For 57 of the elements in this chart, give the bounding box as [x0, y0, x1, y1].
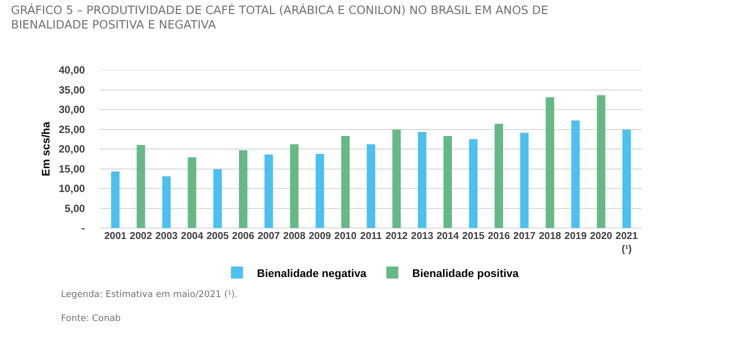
- x-tick-label: 2013: [411, 231, 434, 242]
- bar: [418, 132, 426, 228]
- legend-label: Bienalidade positiva: [412, 268, 520, 280]
- x-tick-label: 2002: [130, 231, 152, 242]
- bar: [213, 169, 222, 228]
- x-tick-label: 2001: [104, 231, 127, 242]
- x-tick-label: 2018: [538, 231, 562, 242]
- y-axis-title: Em scs/ha: [40, 120, 52, 176]
- x-tick-label: 2019: [564, 231, 588, 242]
- bar: [162, 176, 171, 228]
- x-tick-label: 2011: [360, 231, 382, 242]
- legend-label: Bienalidade negativa: [257, 268, 368, 280]
- bar: [494, 124, 504, 228]
- y-tick-label: 40,00: [58, 64, 86, 77]
- x-tick-label: 2012: [385, 231, 408, 242]
- bar: [341, 136, 350, 228]
- y-tick-label: 30,00: [58, 104, 86, 116]
- x-tick-label: 2003: [155, 231, 178, 242]
- x-tick-label: 2009: [308, 231, 332, 242]
- bar: [111, 172, 120, 228]
- x-tick-label: 2015: [462, 231, 485, 242]
- bar: [571, 120, 580, 228]
- x-tick-label: 2004: [180, 231, 204, 242]
- bar: [469, 139, 478, 228]
- y-tick-label: 35,00: [58, 84, 86, 96]
- y-tick-label: 20,00: [58, 144, 86, 156]
- x-tick-label: 2005: [206, 231, 230, 242]
- source-note: Fonte: Conab: [61, 314, 122, 324]
- x-tick-label: 2021 (¹): [616, 231, 638, 255]
- bar: [596, 95, 606, 228]
- x-tick-label: 2020: [590, 231, 613, 242]
- x-tick-label: 2016: [488, 231, 510, 242]
- bar: [264, 154, 273, 228]
- y-tick-label: 15,00: [58, 163, 86, 176]
- bar: [366, 144, 376, 228]
- bar: [443, 136, 452, 228]
- bar: [392, 130, 401, 228]
- bar: [546, 97, 554, 228]
- y-tick-label: -: [82, 222, 86, 235]
- bar: [136, 145, 146, 228]
- y-tick-label: 5,00: [64, 202, 86, 215]
- x-tick-label: 2006: [232, 231, 255, 242]
- x-tick-label: 2008: [283, 231, 306, 242]
- y-tick-label: 25,00: [58, 124, 86, 136]
- x-tick-label: 2014: [436, 231, 460, 242]
- bar: [238, 150, 248, 228]
- y-tick-label: 10,00: [58, 183, 86, 196]
- bar: [188, 157, 196, 228]
- chart-title: GRÁFICO 5 – PRODUTIVIDADE DE CAFÉ TOTAL (ARÁBICA E CONILON) NO BRASIL EM ANOS DE BIENALIDADE POSITIVA E NEGATIVA: [10, 2, 548, 32]
- x-tick-label: 2017: [513, 231, 536, 242]
- bar: [316, 154, 324, 228]
- text: Legenda: Estimativa em maio/2021 (¹).: [61, 290, 238, 300]
- x-tick-label: 2010: [334, 231, 357, 242]
- bar: [290, 144, 299, 228]
- bar: [622, 130, 631, 228]
- bar: [520, 132, 529, 228]
- x-tick-label: 2007: [258, 231, 280, 242]
